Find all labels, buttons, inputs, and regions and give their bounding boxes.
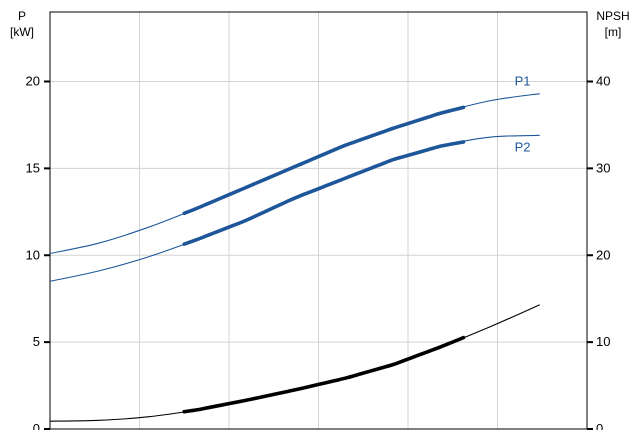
series-line-npsh xyxy=(49,304,540,422)
left-axis-label: P xyxy=(18,9,26,23)
left-tick-label: 10 xyxy=(26,247,40,262)
plot-frame xyxy=(49,11,588,430)
series-highlight-p2 xyxy=(182,140,466,246)
right-axis-unit: [m] xyxy=(605,25,622,39)
grid xyxy=(50,12,587,429)
series-lines xyxy=(49,93,540,422)
left-tick-label: 15 xyxy=(26,160,40,175)
series-labels: P1 P2 xyxy=(515,74,531,155)
left-axis-unit: [kW] xyxy=(10,25,34,39)
series-label-p2: P2 xyxy=(515,139,531,154)
series-line-p2 xyxy=(49,134,540,282)
right-tick-label: 40 xyxy=(596,74,610,89)
right-tick-label: 0 xyxy=(596,421,603,430)
right-tick-label: 10 xyxy=(596,334,610,349)
series-label-p1: P1 xyxy=(515,74,531,89)
right-axis: 0 10 20 30 40 xyxy=(587,74,610,430)
left-tick-label: 0 xyxy=(33,421,40,430)
left-tick-label: 20 xyxy=(26,74,40,89)
series-highlight-npsh xyxy=(182,335,466,414)
right-tick-label: 30 xyxy=(596,160,610,175)
left-tick-label: 5 xyxy=(33,334,40,349)
right-axis-label: NPSH xyxy=(596,9,629,23)
right-tick-label: 20 xyxy=(596,247,610,262)
series-line-p1 xyxy=(49,93,540,255)
series-highlight-p1 xyxy=(182,105,466,216)
left-axis: 0 5 10 15 20 xyxy=(26,74,50,430)
